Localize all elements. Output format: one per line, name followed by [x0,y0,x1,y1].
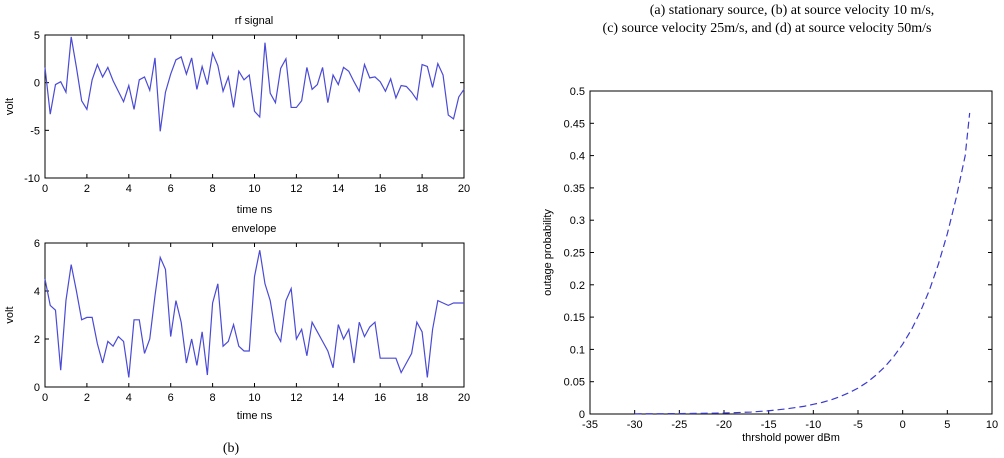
rf-signal-x-axis-label: time ns [237,204,273,216]
rf-signal-y-tick-label: -10 [24,173,40,185]
rf-signal-x-tick-label: 12 [290,183,302,195]
caption-line-1: (a) stationary source, (b) at source vel… [650,3,935,18]
envelope-axes-frame [44,242,465,388]
envelope-chart-title: envelope [232,223,277,235]
caption-label-b: (b) [223,441,240,456]
envelope-y-tick-label: 0 [34,382,40,394]
outage-x-tick-label: 5 [944,419,950,431]
outage-probability-chart: -35 -30 -25 -20 -15 -10 -5 0 5 10 0 0.05 0.1 0.15 0.2 0… [542,86,998,444]
outage-y-tick-label: 0.35 [564,183,585,195]
envelope-x-tick-label: 20 [458,392,470,404]
outage-x-axis-label: thrshold power dBm [742,432,840,444]
outage-y-tick-label: 0.5 [570,86,585,98]
outage-x-tick-label: -25 [671,419,687,431]
rf-signal-x-tick-label: 18 [416,183,428,195]
outage-x-tick-label: -35 [582,419,598,431]
outage-series-line [634,112,971,415]
outage-y-tick-label: 0.3 [570,215,585,227]
envelope-chart: 0 2 4 6 8 10 12 14 16 18 20 0 2 4 6 envelope time ns volt [4,223,470,422]
outage-x-tick-label: -15 [761,419,777,431]
rf-signal-series-line [44,36,465,132]
outage-x-tick-label: 0 [900,419,906,431]
outage-y-tick-label: 0.1 [570,344,585,356]
outage-x-tick-label: -10 [805,419,821,431]
outage-x-tick-label: 10 [986,419,998,431]
outage-y-tick-label: 0.15 [564,312,585,324]
outage-y-tick-label: 0 [579,409,585,421]
caption-line-2: (c) source velocity 25m/s, and (d) at so… [603,21,932,36]
outage-y-axis-label: outage probability [542,209,554,296]
envelope-x-tick-label: 18 [416,392,428,404]
rf-signal-y-axis-label: volt [4,98,16,115]
envelope-y-tick-label: 4 [34,286,40,298]
rf-signal-x-tick-label: 4 [126,183,132,195]
rf-signal-x-tick-label: 6 [168,183,174,195]
envelope-x-tick-label: 8 [210,392,216,404]
rf-signal-x-tick-label: 2 [84,183,90,195]
rf-signal-chart-title: rf signal [235,15,274,27]
outage-y-tick-label: 0.05 [564,377,585,389]
envelope-x-tick-label: 14 [332,392,344,404]
rf-signal-x-tick-label: 14 [332,183,344,195]
envelope-x-tick-label: 4 [126,392,132,404]
envelope-x-tick-label: 12 [290,392,302,404]
rf-signal-y-tick-label: 0 [34,78,40,90]
envelope-x-axis-label: time ns [237,410,273,422]
envelope-x-tick-label: 2 [84,392,90,404]
rf-signal-x-tick-label: 10 [248,183,260,195]
rf-signal-x-tick-label: 16 [374,183,386,195]
outage-y-tick-label: 0.25 [564,248,585,260]
rf-signal-y-tick-label: -5 [30,125,40,137]
outage-y-tick-label: 0.4 [570,151,585,163]
rf-signal-chart: 0 2 4 6 8 10 12 14 16 18 20 -10 -5 0 5 rf signal time ns… [4,15,470,216]
outage-x-tick-label: -5 [853,419,863,431]
rf-signal-x-tick-label: 8 [210,183,216,195]
envelope-y-tick-label: 2 [34,334,40,346]
outage-y-tick-label: 0.2 [570,280,585,292]
envelope-x-tick-label: 0 [42,392,48,404]
envelope-series-line [44,250,464,378]
envelope-y-axis-label: volt [4,306,16,323]
envelope-x-tick-label: 10 [248,392,260,404]
envelope-x-tick-label: 16 [374,392,386,404]
envelope-x-tick-label: 6 [168,392,174,404]
rf-signal-axes-frame [44,34,465,179]
rf-signal-x-tick-label: 0 [42,183,48,195]
outage-x-tick-label: -30 [627,419,643,431]
outage-axes-frame [589,90,993,415]
rf-signal-x-tick-label: 20 [458,183,470,195]
outage-x-tick-label: -20 [716,419,732,431]
rf-signal-y-tick-label: 5 [34,30,40,42]
envelope-y-tick-label: 6 [34,238,40,250]
outage-y-tick-label: 0.45 [564,118,585,130]
